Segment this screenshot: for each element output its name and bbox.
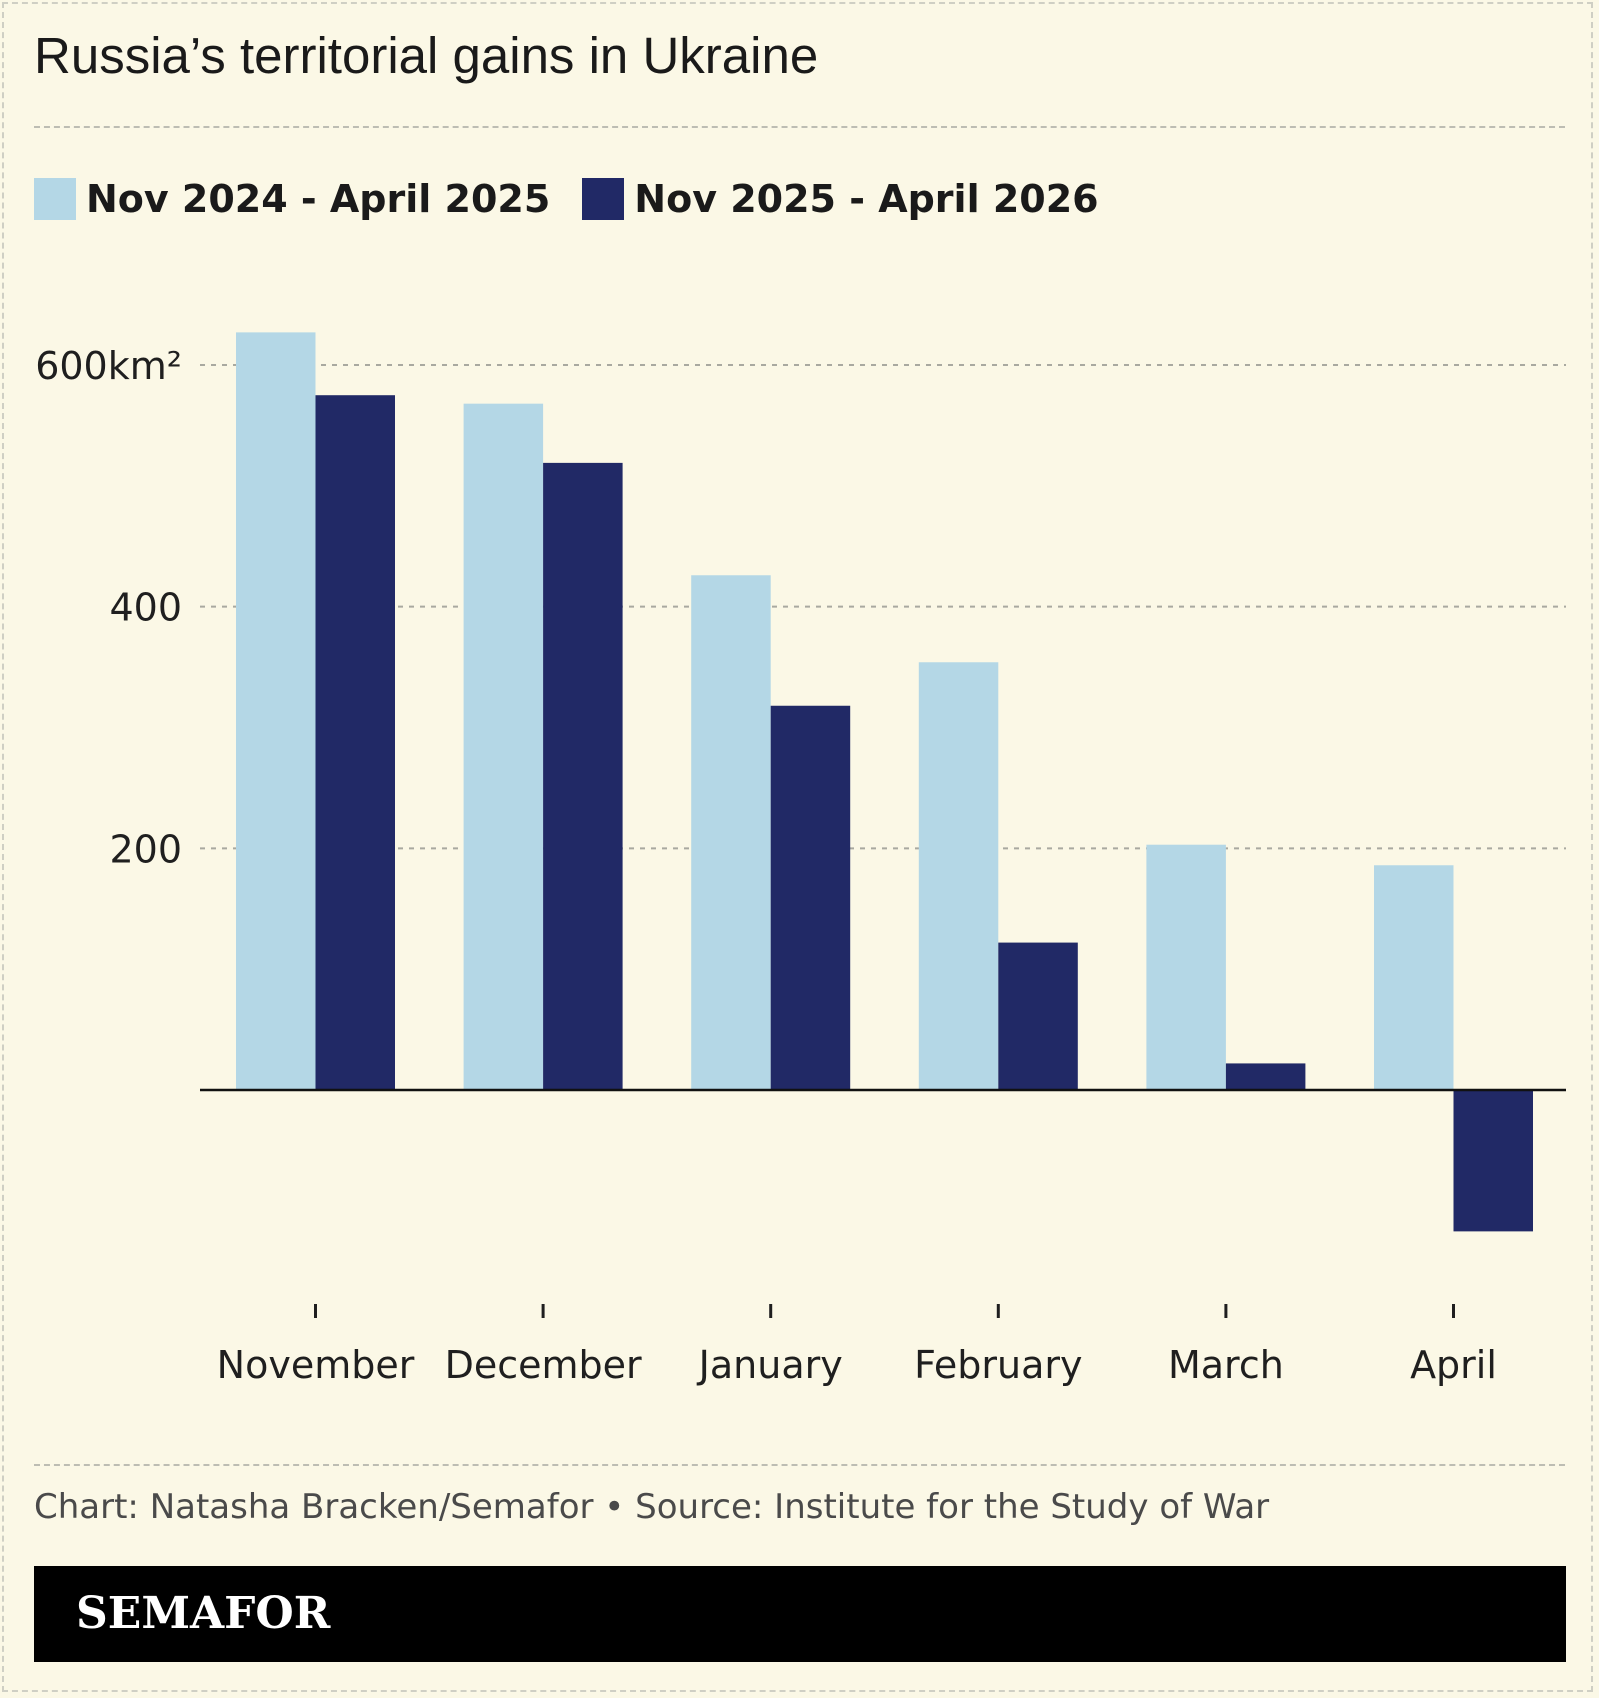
bar-series-a: [691, 575, 771, 1090]
chart-title: Russia’s territorial gains in Ukraine: [34, 27, 819, 84]
bar-series-b: [998, 942, 1078, 1090]
chart-area: 600km² 400 200 November December January Febru…: [35, 332, 1566, 1387]
brand-bar: SEMAFOR: [34, 1566, 1566, 1662]
y-tick-label: 400: [109, 586, 182, 630]
bar-series-b: [1453, 1090, 1533, 1232]
x-tick-label: January: [697, 1343, 843, 1387]
bar-series-a: [236, 332, 316, 1090]
legend-swatch-series-b: [582, 178, 625, 220]
bar-series-b: [770, 705, 851, 1090]
bar-series-a: [463, 403, 544, 1091]
title-divider: [34, 126, 1565, 128]
brand-logo: SEMAFOR: [76, 1588, 331, 1639]
legend-item-series-a: Nov 2024 - April 2025: [34, 177, 550, 221]
y-tick-label: 200: [109, 827, 182, 871]
bar-series-b: [543, 462, 623, 1090]
bar-series-b: [315, 395, 395, 1090]
legend-label-series-b: Nov 2025 - April 2026: [634, 177, 1099, 221]
x-tick-label: February: [914, 1343, 1082, 1387]
bar-chart: 600km² 400 200 November December January Febru…: [35, 332, 1566, 1387]
x-tick-label: November: [217, 1343, 415, 1387]
legend-label-series-a: Nov 2024 - April 2025: [86, 177, 551, 221]
bar-series-a: [1146, 844, 1226, 1090]
footer-divider: [34, 1464, 1565, 1466]
bar-series-b: [1225, 1063, 1306, 1090]
legend-item-series-b: Nov 2025 - April 2026: [582, 177, 1099, 221]
x-tick-label: March: [1168, 1343, 1284, 1387]
legend: Nov 2024 - April 2025 Nov 2025 - April 2…: [34, 177, 1131, 221]
bar-series-a: [1374, 865, 1454, 1090]
y-tick-label: 600km²: [35, 344, 182, 388]
x-tick-label: December: [445, 1343, 642, 1387]
chart-credit: Chart: Natasha Bracken/Semafor • Source:…: [34, 1487, 1270, 1527]
x-tick-label: April: [1410, 1343, 1497, 1387]
legend-swatch-series-a: [34, 178, 76, 220]
bar-series-a: [918, 662, 999, 1090]
